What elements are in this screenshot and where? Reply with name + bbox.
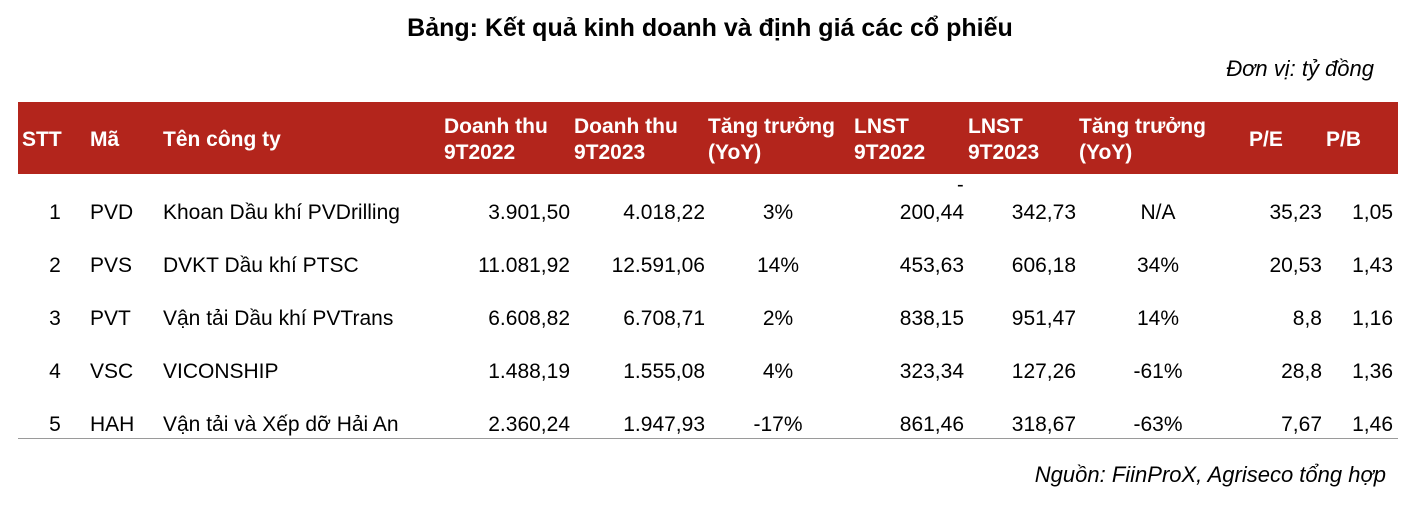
unit-note: Đơn vị: tỷ đồng	[1226, 56, 1374, 81]
cell-profit-2022: 323,34	[899, 360, 964, 383]
header-revenue-growth-line1: Tăng trưởng	[708, 115, 835, 138]
cell-profit-2022: 838,15	[899, 307, 964, 330]
header-profit-2023: LNST 9T2023	[968, 114, 1039, 166]
cell-profit-growth: -61%	[1133, 360, 1183, 383]
table-title: Bảng: Kết quả kinh doanh và định giá các…	[407, 14, 1013, 42]
cell-stt: 2	[49, 254, 61, 277]
cell-revenue-growth: 14%	[756, 254, 800, 277]
header-profit-growth: Tăng trưởng (YoY)	[1079, 114, 1206, 166]
cell-revenue-2023: 12.591,06	[611, 254, 705, 277]
table-header: STT Mã Tên công ty Doanh thu 9T2022 Doan…	[18, 102, 1398, 174]
table-row: 4 VSC VICONSHIP 1.488,19 1.555,08 4% 323…	[18, 333, 1398, 386]
table-row: 1 PVD Khoan Dầu khí PVDrilling 3.901,50 …	[18, 174, 1398, 227]
cell-ticker: PVT	[90, 307, 131, 330]
cell-company: Vận tải Dầu khí PVTrans	[163, 307, 394, 330]
header-pb: P/B	[1326, 128, 1362, 151]
cell-pb: 1,05	[1352, 201, 1393, 224]
cell-ticker: PVD	[90, 201, 134, 224]
header-profit-2022-line1: LNST	[854, 115, 909, 138]
cell-revenue-growth: 2%	[762, 307, 794, 330]
cell-profit-2023: 318,67	[1011, 413, 1076, 436]
cell-revenue-growth: 3%	[762, 201, 794, 224]
cell-revenue-2023: 1.947,93	[623, 413, 705, 436]
cell-company: VICONSHIP	[163, 360, 279, 383]
header-revenue-2022: Doanh thu 9T2022	[444, 114, 548, 166]
header-stt: STT	[22, 128, 62, 151]
cell-pe: 8,8	[1292, 307, 1322, 330]
header-profit-2023-line1: LNST	[968, 115, 1023, 138]
cell-pb: 1,36	[1352, 360, 1393, 383]
header-revenue-growth: Tăng trưởng (YoY)	[708, 114, 835, 166]
cell-revenue-2023: 6.708,71	[623, 307, 705, 330]
header-revenue-2022-line2: 9T2022	[444, 141, 516, 164]
cell-revenue-2023: 1.555,08	[623, 360, 705, 383]
cell-revenue-2022: 6.608,82	[488, 307, 570, 330]
cell-ticker: VSC	[90, 360, 134, 383]
cell-stt: 5	[49, 413, 61, 436]
header-profit-growth-line1: Tăng trưởng	[1079, 115, 1206, 138]
cell-pb: 1,16	[1352, 307, 1393, 330]
cell-profit-growth: N/A	[1140, 201, 1176, 224]
cell-revenue-2022: 1.488,19	[488, 360, 570, 383]
cell-profit-2023: 606,18	[1011, 254, 1076, 277]
cell-revenue-2022: 11.081,92	[478, 254, 570, 277]
cell-revenue-growth: -17%	[753, 413, 803, 436]
results-table: STT Mã Tên công ty Doanh thu 9T2022 Doan…	[18, 102, 1398, 439]
header-revenue-2023: Doanh thu 9T2023	[574, 114, 678, 166]
header-revenue-growth-line2: (YoY)	[708, 141, 762, 164]
cell-profit-2023: 342,73	[1011, 201, 1076, 224]
cell-profit-growth: -63%	[1133, 413, 1183, 436]
cell-profit-growth: 34%	[1136, 254, 1180, 277]
header-revenue-2022-line1: Doanh thu	[444, 115, 548, 138]
header-revenue-2023-line2: 9T2023	[574, 141, 646, 164]
cell-pe: 20,53	[1269, 254, 1322, 277]
header-profit-2022: LNST 9T2022	[854, 114, 925, 166]
cell-profit-growth: 14%	[1136, 307, 1180, 330]
cell-pb: 1,46	[1352, 413, 1393, 436]
header-profit-2023-line2: 9T2023	[968, 141, 1040, 164]
cell-ticker: HAH	[90, 413, 135, 436]
cell-company: Vận tải và Xếp dỡ Hải An	[163, 413, 399, 436]
cell-stt: 3	[49, 307, 61, 330]
table-row: 2 PVS DVKT Dầu khí PTSC 11.081,92 12.591…	[18, 227, 1398, 280]
stray-dash: -	[957, 174, 964, 196]
cell-company: Khoan Dầu khí PVDrilling	[163, 201, 400, 224]
cell-profit-2022: 200,44	[899, 201, 964, 224]
header-revenue-2023-line1: Doanh thu	[574, 115, 678, 138]
header-company: Tên công ty	[163, 128, 281, 151]
cell-profit-2022: 861,46	[899, 413, 964, 436]
header-profit-growth-line2: (YoY)	[1079, 141, 1133, 164]
header-pe: P/E	[1249, 128, 1283, 151]
table-row: 5 HAH Vận tải và Xếp dỡ Hải An 2.360,24 …	[18, 386, 1398, 439]
cell-revenue-2022: 2.360,24	[488, 413, 570, 436]
cell-profit-2023: 127,26	[1011, 360, 1076, 383]
cell-pe: 28,8	[1281, 360, 1322, 383]
cell-ticker: PVS	[90, 254, 133, 277]
cell-revenue-growth: 4%	[762, 360, 794, 383]
cell-company: DVKT Dầu khí PTSC	[163, 254, 359, 277]
source-note: Nguồn: FiinProX, Agriseco tổng hợp	[1034, 462, 1386, 487]
cell-profit-2023: 951,47	[1011, 307, 1076, 330]
cell-pb: 1,43	[1352, 254, 1393, 277]
cell-profit-2022: 453,63	[899, 254, 964, 277]
cell-stt: 4	[49, 360, 61, 383]
header-profit-2022-line2: 9T2022	[854, 141, 926, 164]
cell-pe: 7,67	[1281, 413, 1322, 436]
cell-pe: 35,23	[1269, 201, 1322, 224]
cell-revenue-2023: 4.018,22	[623, 201, 705, 224]
cell-stt: 1	[49, 201, 61, 224]
table-row: 3 PVT Vận tải Dầu khí PVTrans 6.608,82 6…	[18, 280, 1398, 333]
cell-revenue-2022: 3.901,50	[488, 201, 570, 224]
header-ma: Mã	[90, 128, 120, 151]
